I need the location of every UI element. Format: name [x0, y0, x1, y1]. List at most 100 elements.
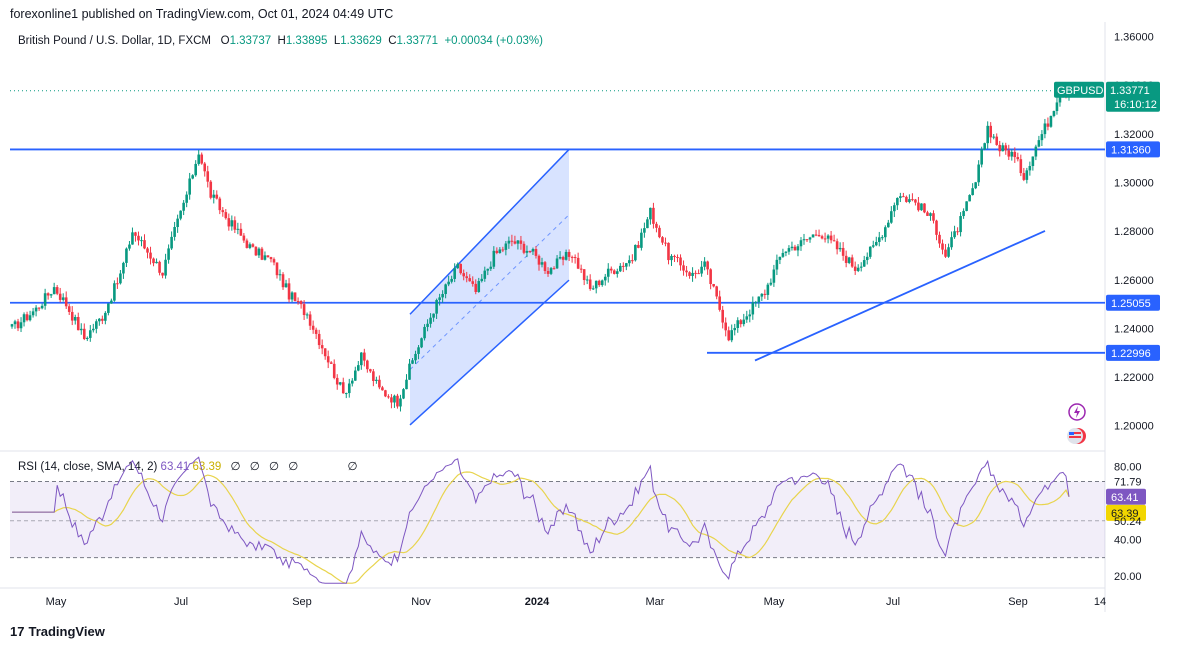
- candle-up: [411, 360, 414, 364]
- candle-up: [646, 219, 649, 229]
- candle-up: [1040, 134, 1044, 141]
- candle-down: [474, 283, 478, 292]
- symbol-tag-label: GBPUSD: [1057, 85, 1104, 97]
- candle-up: [257, 248, 261, 256]
- candle-down: [1004, 145, 1008, 151]
- candle-down: [266, 255, 270, 258]
- candle-down: [101, 318, 104, 321]
- candle-down: [688, 272, 691, 276]
- candle-up: [549, 268, 553, 274]
- candle-up: [986, 125, 989, 144]
- candle-up: [525, 250, 529, 253]
- candle-down: [561, 257, 565, 260]
- candle-down: [369, 369, 372, 372]
- candle-up: [649, 207, 652, 220]
- channel-upper-line: [409, 148, 570, 315]
- candle-up: [947, 247, 950, 257]
- candle-down: [239, 228, 243, 236]
- price-tick-label: 1.32000: [1114, 129, 1154, 141]
- candle-up: [248, 244, 252, 248]
- candle-down: [522, 243, 526, 253]
- candle-down: [275, 262, 279, 276]
- rsi-line: [12, 456, 1070, 584]
- candle-up: [85, 337, 89, 340]
- candle-down: [323, 348, 327, 357]
- candle-up: [347, 383, 351, 394]
- candle-up: [212, 194, 216, 198]
- candle-down: [55, 287, 59, 294]
- candle-down: [215, 194, 219, 199]
- rsi-title[interactable]: RSI (14, close, SMA, 14, 2): [18, 461, 158, 473]
- candle-down: [612, 270, 616, 274]
- candle-down: [739, 320, 743, 325]
- candle-up: [531, 249, 535, 252]
- candle-up: [959, 216, 962, 233]
- candle-up: [1034, 146, 1038, 157]
- candle-up: [540, 262, 544, 265]
- candle-down: [718, 296, 721, 310]
- event-icons[interactable]: [1066, 402, 1090, 453]
- publisher-line: forexonline1 published on TradingView.co…: [10, 7, 394, 21]
- candle-down: [137, 235, 140, 241]
- candle-up: [435, 299, 438, 314]
- candle-up: [887, 222, 890, 228]
- candle-down: [543, 262, 547, 271]
- candle-down: [221, 210, 225, 213]
- candle-up: [1031, 156, 1035, 167]
- candle-up: [784, 251, 788, 253]
- candle-down: [320, 345, 324, 349]
- candle-down: [363, 352, 366, 361]
- candle-up: [953, 231, 956, 238]
- last-price-label: 1.33771: [1110, 85, 1150, 97]
- candle-up: [980, 149, 983, 165]
- candle-down: [923, 203, 926, 213]
- candle-up: [119, 273, 122, 284]
- rsi-value-badge: [1106, 488, 1146, 505]
- candle-up: [962, 210, 965, 217]
- candle-up: [983, 143, 986, 150]
- candle-down: [823, 238, 827, 240]
- candle-up: [745, 316, 749, 320]
- candle-down: [552, 268, 556, 270]
- candle-down: [203, 163, 207, 172]
- candle-up: [19, 322, 23, 329]
- candle-down: [1013, 151, 1017, 158]
- candle-down: [209, 181, 213, 198]
- candle-up: [1028, 166, 1032, 171]
- candle-up: [625, 263, 628, 267]
- candle-down: [534, 249, 538, 256]
- candle-down: [37, 307, 41, 309]
- candle-down: [302, 304, 306, 316]
- candle-down: [341, 382, 345, 394]
- candle-up: [965, 201, 968, 211]
- candle-up: [438, 297, 441, 300]
- candle-down: [281, 274, 285, 288]
- candle-down: [296, 300, 300, 302]
- candle-down: [850, 257, 854, 267]
- candle-up: [10, 324, 14, 327]
- candle-down: [161, 272, 164, 276]
- brand-name: TradingView: [28, 624, 105, 639]
- tradingview-footer[interactable]: 17 TradingView: [10, 624, 105, 639]
- candles-group: [10, 87, 1071, 412]
- symbol-title[interactable]: British Pound / U.S. Dollar, 1D, FXCM: [18, 35, 212, 47]
- candle-up: [769, 282, 773, 285]
- time-tick-label: Mar: [646, 596, 665, 608]
- candle-down: [712, 284, 715, 287]
- hidden-input-icon: ∅: [268, 461, 280, 473]
- candle-up: [754, 302, 758, 304]
- candle-down: [805, 239, 809, 241]
- candle-down: [471, 281, 475, 284]
- candle-down: [242, 235, 246, 241]
- time-tick-label: May: [46, 596, 67, 608]
- candle-up: [188, 178, 191, 195]
- candle-down: [715, 286, 718, 297]
- candle-up: [414, 353, 417, 361]
- candle-up: [353, 370, 357, 381]
- candle-up: [40, 305, 44, 309]
- candle-up: [929, 213, 932, 216]
- candle-up: [751, 302, 755, 315]
- candle-up: [360, 352, 363, 366]
- candle-up: [700, 266, 703, 274]
